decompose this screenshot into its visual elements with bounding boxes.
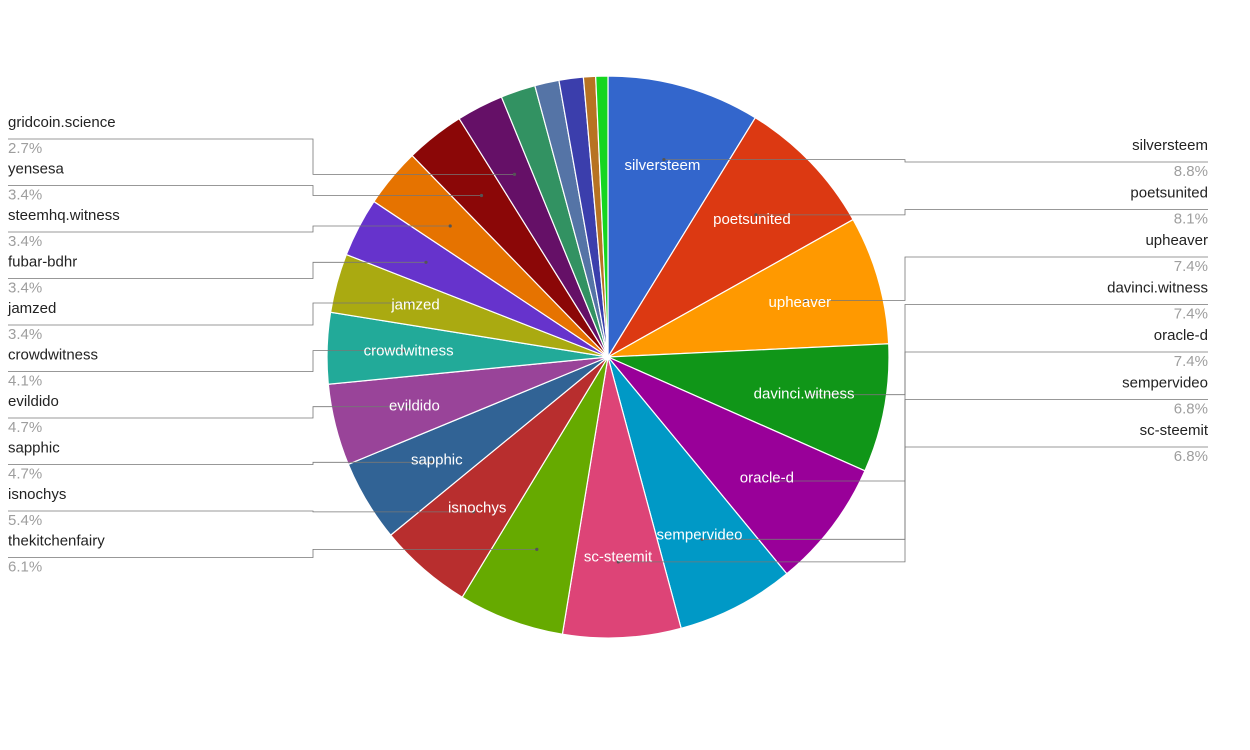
leader-dot-upheaver <box>803 298 807 303</box>
legend-name-sc-steemit: sc-steemit <box>1140 422 1209 439</box>
leader-line-davinci-witness <box>809 304 1208 396</box>
legend-name-poetsunited: poetsunited <box>1130 185 1208 202</box>
leader-line-poetsunited <box>756 209 1208 216</box>
legend-name-sempervideo: sempervideo <box>1122 375 1208 392</box>
slice-label-sempervideo: sempervideo <box>657 526 743 543</box>
slice-label-silversteem: silversteem <box>624 157 700 174</box>
legend-right: silversteem 8.8% poetsunited 8.1% upheaver 7.… <box>1107 137 1209 465</box>
legend-value-evildido: 4.7% <box>8 419 42 436</box>
legend-name-steemhq-witness: steemhq.witness <box>8 207 120 224</box>
slice-label-crowdwitness: crowdwitness <box>364 343 454 360</box>
pie-slice-davinci-witness[interactable] <box>607 343 890 472</box>
leader-lines <box>8 138 1208 564</box>
slice-label-isnochys: isnochys <box>448 500 506 517</box>
leader-line-yensesa <box>8 185 482 196</box>
legend-value-sempervideo: 6.8% <box>1174 401 1208 418</box>
legend-value-oracle-d: 7.4% <box>1174 353 1208 370</box>
legend-name-yensesa: yensesa <box>8 161 65 178</box>
legend-name-thekitchenfairy: thekitchenfairy <box>8 533 105 550</box>
leader-line-evildido <box>8 406 409 419</box>
leader-line-fubar-bdhr <box>8 261 426 279</box>
slice-label-jamzed: jamzed <box>390 297 439 314</box>
slice-label-sc-steemit: sc-steemit <box>584 548 653 565</box>
legend-value-fubar-bdhr: 3.4% <box>8 280 42 297</box>
leader-line-isnochys <box>8 510 474 513</box>
leader-dot-davinci-witness <box>808 393 812 397</box>
leader-line-sapphic <box>8 461 432 465</box>
legend-value-sapphic: 4.7% <box>8 466 42 483</box>
legend-value-gridcoin-science: 2.7% <box>8 140 42 157</box>
legend-value-poetsunited: 8.1% <box>1174 211 1208 228</box>
leader-line-thekitchenfairy <box>8 549 537 558</box>
leader-line-jamzed <box>8 302 411 326</box>
slice-label-davinci-witness: davinci.witness <box>754 386 855 403</box>
leader-dot-sc-steemit <box>616 560 620 564</box>
leader-line-steemhq-witness <box>8 225 451 233</box>
pie-slice-oracle-d[interactable] <box>607 356 866 575</box>
legend-value-thekitchenfairy: 6.1% <box>8 559 42 576</box>
legend-name-sapphic: sapphic <box>8 440 60 457</box>
legend-name-davinci-witness: davinci.witness <box>1107 280 1208 297</box>
leader-line-upheaver <box>805 256 1208 301</box>
pie-slice-other-21[interactable] <box>595 75 609 358</box>
leader-dot-steemhq-witness <box>448 224 452 228</box>
legend-name-crowdwitness: crowdwitness <box>8 347 98 364</box>
legend-name-isnochys: isnochys <box>8 486 66 503</box>
pie-slice-upheaver[interactable] <box>607 218 890 358</box>
leader-dot-yensesa <box>479 193 484 198</box>
pie-slice-silversteem[interactable] <box>607 75 757 360</box>
slice-label-sapphic: sapphic <box>411 452 463 469</box>
legend-value-upheaver: 7.4% <box>1174 258 1208 275</box>
leader-dot-thekitchenfairy <box>535 547 539 552</box>
legend-value-yensesa: 3.4% <box>8 187 42 204</box>
legend-name-evildido: evildido <box>8 393 59 410</box>
leader-line-crowdwitness <box>8 350 403 372</box>
leader-dot-jamzed <box>408 301 412 305</box>
leader-dot-poetsunited <box>754 213 758 217</box>
leader-line-sc-steemit <box>618 446 1208 563</box>
legend-name-gridcoin-science: gridcoin.science <box>8 114 116 131</box>
leader-dot-isnochys <box>471 510 476 514</box>
leader-dot-gridcoin-science <box>512 172 517 176</box>
slice-label-poetsunited: poetsunited <box>713 211 791 228</box>
legend-name-silversteem: silversteem <box>1132 137 1208 154</box>
slice-label-upheaver: upheaver <box>769 294 832 311</box>
leader-line-silversteem <box>663 159 1208 163</box>
leader-dot-oracle-d <box>769 479 774 483</box>
pie-slices <box>326 75 890 639</box>
pie-slice-poetsunited[interactable] <box>606 116 854 359</box>
legend-value-davinci-witness: 7.4% <box>1174 306 1208 323</box>
leader-dot-fubar-bdhr <box>424 260 428 264</box>
legend-value-steemhq-witness: 3.4% <box>8 233 42 250</box>
legend-value-silversteem: 8.8% <box>1174 163 1208 180</box>
legend-left: gridcoin.science 2.7% yensesa 3.4% steemhq.w… <box>7 114 120 576</box>
leader-line-gridcoin-science <box>8 138 515 175</box>
legend-value-isnochys: 5.4% <box>8 512 42 529</box>
legend-name-upheaver: upheaver <box>1145 232 1208 249</box>
legend-name-jamzed: jamzed <box>7 300 56 317</box>
legend-value-sc-steemit: 6.8% <box>1174 448 1208 465</box>
legend-name-oracle-d: oracle-d <box>1154 327 1208 344</box>
slice-label-oracle-d: oracle-d <box>740 470 794 487</box>
pie-slice-sc-steemit[interactable] <box>561 356 682 639</box>
legend-value-crowdwitness: 4.1% <box>8 373 42 390</box>
slice-label-evildido: evildido <box>389 397 440 414</box>
legend-name-fubar-bdhr: fubar-bdhr <box>8 254 77 271</box>
legend-value-jamzed: 3.4% <box>8 326 42 343</box>
leader-dot-silversteem <box>662 158 666 162</box>
leader-dot-crowdwitness <box>401 349 405 353</box>
leader-dot-sapphic <box>430 460 434 464</box>
leader-dot-evildido <box>407 405 411 409</box>
slice-labels: silversteem poetsunited upheaver davinci.wi… <box>364 157 855 565</box>
pie-slice-sempervideo[interactable] <box>607 356 788 630</box>
leader-dot-sempervideo <box>700 537 704 541</box>
